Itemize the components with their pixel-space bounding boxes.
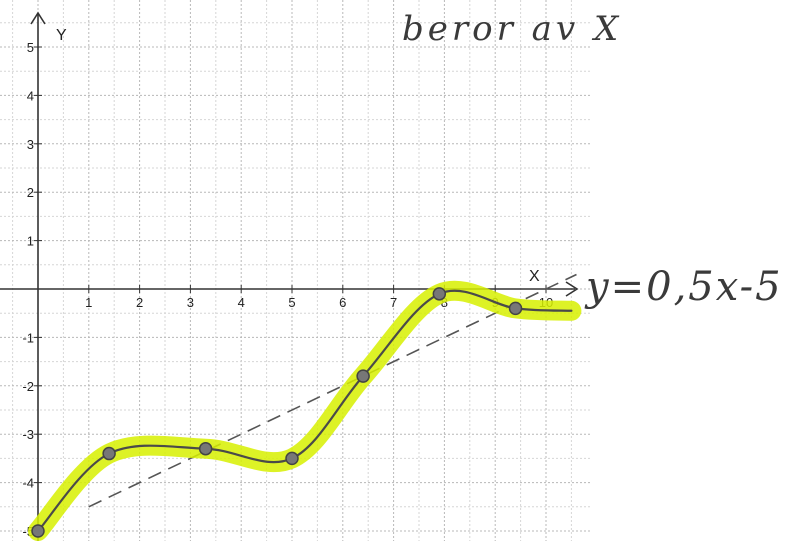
curve-point-marker: [198, 441, 213, 456]
x-axis-label: X: [529, 268, 540, 285]
curve-point-marker: [356, 369, 370, 383]
series: [28, 273, 582, 541]
x-axis-arrow-icon: [565, 281, 579, 297]
annotation-beror-av-x: beror av X: [402, 9, 622, 49]
y-tick-label: 4: [27, 88, 34, 103]
curve-point-marker: [31, 524, 45, 538]
y-tick-label: -1: [22, 330, 34, 345]
curve-point-marker: [432, 287, 447, 301]
x-tick-label: 1: [85, 295, 92, 310]
y-tick-label: -2: [22, 379, 34, 394]
y-axis-arrow-icon: [30, 11, 46, 25]
x-tick-label: 2: [136, 295, 143, 310]
curve-point-marker: [508, 301, 523, 316]
y-tick-label: 1: [27, 234, 34, 249]
annotation-equation: y=0,5x-5: [584, 264, 783, 310]
annotations: beror av X y=0,5x-5: [402, 9, 783, 310]
y-tick-label: 3: [27, 137, 34, 152]
y-axis-label: Y: [56, 27, 67, 44]
y-tick-label: 5: [27, 40, 34, 55]
curve-point-marker: [285, 451, 299, 466]
x-tick-label: 4: [238, 295, 245, 310]
curve-point-marker: [102, 446, 116, 461]
x-tick-label: 5: [288, 295, 295, 310]
x-tick-label: 7: [390, 295, 397, 310]
y-tick-label: -3: [22, 427, 34, 442]
y-tick-label: -4: [22, 476, 34, 491]
x-tick-label: 6: [339, 295, 346, 310]
x-tick-label: 3: [187, 295, 194, 310]
y-tick-label: 2: [27, 185, 34, 200]
dashed-line-series: [88, 273, 577, 508]
